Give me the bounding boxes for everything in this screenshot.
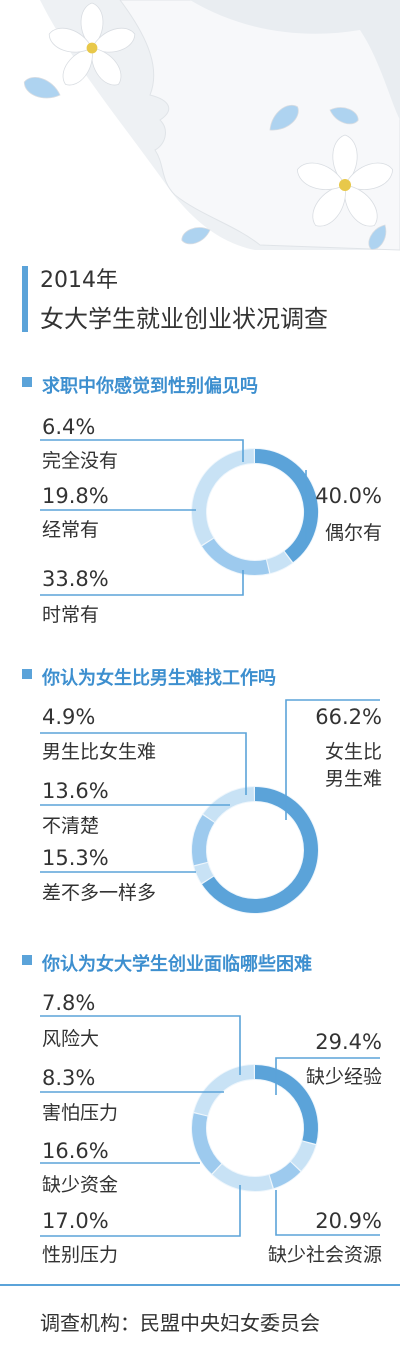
c2-leader-men-harder xyxy=(40,732,247,795)
flower-left-petal xyxy=(62,47,93,86)
flower-left-petal xyxy=(91,27,136,53)
flower-right-petal xyxy=(344,162,393,190)
donut-2-slice-1 xyxy=(194,862,214,884)
c3-pct-gender: 17.0% xyxy=(42,1209,109,1233)
donut-1-slice-0 xyxy=(254,449,318,563)
c1-leader-none xyxy=(40,439,244,462)
c3-pct-pressure: 8.3% xyxy=(42,1066,96,1090)
question-1-title: 求职中你感觉到性别偏见吗 xyxy=(42,376,258,397)
c2-label-similar: 差不多一样多 xyxy=(42,882,157,904)
flower-right-center xyxy=(339,179,351,191)
c3-label-gender: 性别压力 xyxy=(42,1244,119,1266)
c2-label-women-harder-line2: 男生难 xyxy=(324,768,382,790)
c1-label-frequent: 时常有 xyxy=(42,604,100,626)
c3-leader-risk xyxy=(40,1015,241,1075)
c1-label-occasional: 偶尔有 xyxy=(324,522,382,544)
c3-leader-experience xyxy=(275,1057,380,1095)
c2-label-unclear: 不清楚 xyxy=(42,815,100,837)
donut-3-slice-0 xyxy=(254,1065,318,1144)
c2-label-men-harder: 男生比女生难 xyxy=(42,741,157,763)
leaf-blue xyxy=(23,77,61,99)
flower-left-center xyxy=(86,42,98,54)
leaf-blue xyxy=(368,224,387,250)
leaf-blue xyxy=(181,227,211,245)
c3-pct-funds: 16.6% xyxy=(42,1139,109,1163)
leaf-blue xyxy=(329,107,359,125)
c2-pct-similar: 15.3% xyxy=(42,846,109,870)
c3-label-funds: 缺少资金 xyxy=(42,1174,119,1196)
donut-1-slice-2 xyxy=(202,538,270,575)
donut-3-slice-3 xyxy=(212,1164,273,1191)
donut-2-slice-2 xyxy=(192,815,215,866)
c1-pct-none: 6.4% xyxy=(42,415,96,439)
question-3-title: 你认为女大学生创业面临哪些困难 xyxy=(42,954,312,975)
donut-3-slice-5 xyxy=(194,1065,255,1116)
c2-label-women-harder-line1: 女生比 xyxy=(324,741,382,763)
c3-leader-social xyxy=(275,1190,380,1236)
question-bullet xyxy=(22,377,32,387)
flower-right-petal xyxy=(344,184,378,227)
c3-leader-gender xyxy=(40,1185,241,1237)
donut-3-slice-2 xyxy=(269,1161,301,1189)
question-2-title: 你认为女生比男生难找工作吗 xyxy=(42,668,276,689)
c2-pct-women-harder: 66.2% xyxy=(315,705,382,729)
donut-2-slice-0 xyxy=(202,787,318,913)
c2-pct-unclear: 13.6% xyxy=(42,779,109,803)
c3-label-experience: 缺少经验 xyxy=(305,1066,382,1088)
donut-3-slice-4 xyxy=(192,1113,222,1174)
report-year: 2014年 xyxy=(40,268,118,293)
c3-pct-social: 20.9% xyxy=(315,1209,382,1233)
donut-2-slice-3 xyxy=(203,787,255,823)
c3-label-risk: 风险大 xyxy=(42,1028,100,1050)
donut-1-slice-1 xyxy=(266,551,293,574)
c3-label-pressure: 害怕压力 xyxy=(42,1102,119,1124)
flower-right-petal xyxy=(312,184,346,227)
question-bullet xyxy=(22,669,32,679)
c2-pct-men-harder: 4.9% xyxy=(42,705,96,729)
flower-left-petal xyxy=(80,2,104,49)
flower-left-petal xyxy=(91,47,122,86)
flower-right-petal xyxy=(332,134,358,186)
report-title: 女大学生就业创业状况调查 xyxy=(40,305,328,333)
leaf-blue xyxy=(269,105,299,131)
c3-pct-experience: 29.4% xyxy=(315,1030,382,1054)
c1-pct-frequent: 33.8% xyxy=(42,567,109,591)
c1-label-none: 完全没有 xyxy=(42,450,119,472)
c1-pct-occasional: 40.0% xyxy=(315,484,382,508)
donut-1-slice-3 xyxy=(192,449,255,546)
c1-leader-frequent xyxy=(40,570,244,596)
c1-pct-often: 19.8% xyxy=(42,484,109,508)
donut-3-slice-1 xyxy=(290,1141,316,1171)
survey-source: 调查机构：民盟中央妇女委员会 xyxy=(40,1311,320,1335)
flower-left-petal xyxy=(48,27,93,53)
c1-label-often: 经常有 xyxy=(42,519,100,541)
c3-pct-risk: 7.8% xyxy=(42,991,96,1015)
question-bullet xyxy=(22,955,32,965)
flower-right-petal xyxy=(297,162,346,190)
c3-label-social: 缺少社会资源 xyxy=(267,1244,382,1266)
c2-leader-women-harder xyxy=(285,699,380,820)
title-accent-bar xyxy=(22,266,28,332)
hair-shape xyxy=(190,0,400,120)
